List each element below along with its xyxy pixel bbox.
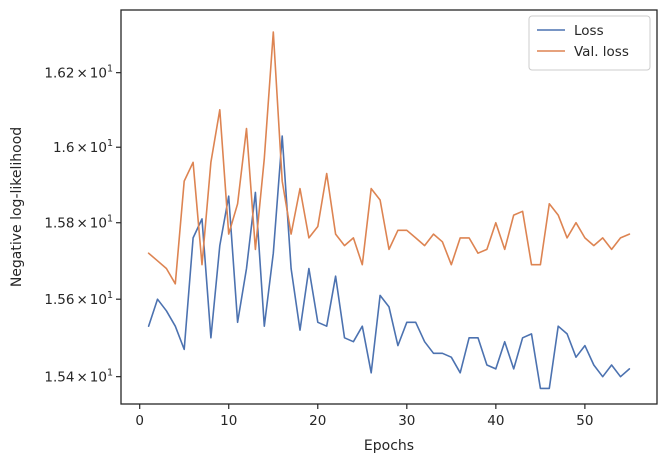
x-tick-label: 50 (576, 413, 593, 429)
y-tick-mantissa: 1.62 (44, 66, 74, 82)
y-tick-base: 10 (90, 140, 107, 156)
legend: Loss Val. loss (528, 15, 651, 71)
y-tick-base: 10 (90, 66, 107, 82)
legend-entry-label: Loss (574, 23, 604, 39)
y-tick-mantissa: 1.6 (53, 140, 74, 156)
y-tick-exponent: 1 (107, 138, 113, 149)
y-tick-exponent: 1 (107, 64, 113, 75)
plot-area-frame (120, 9, 658, 405)
y-tick-times: × (76, 66, 87, 82)
y-tick-times: × (76, 292, 87, 308)
y-tick-label: 1.62 × 101 (44, 64, 113, 82)
y-tick-mantissa: 1.56 (44, 292, 74, 308)
x-tick-label: 0 (135, 413, 144, 429)
series-layer (147, 31, 631, 390)
y-tick-mantissa: 1.58 (44, 216, 74, 232)
y-axis-label: Negative log-likelihood (9, 127, 25, 287)
y-tick-label: 1.6 × 101 (53, 138, 113, 156)
y-tick-times: × (76, 370, 87, 386)
x-axis-label: Epochs (364, 438, 414, 454)
y-tick-base: 10 (90, 216, 107, 232)
series-line-loss (147, 135, 631, 390)
x-tick-label: 20 (309, 413, 326, 429)
legend-entry-label: Val. loss (574, 44, 629, 60)
x-tick-label: 10 (220, 413, 237, 429)
y-tick-base: 10 (90, 292, 107, 308)
y-tick-mantissa: 1.54 (44, 370, 74, 386)
y-tick-label: 1.56 × 101 (44, 290, 113, 308)
y-tick-label: 1.54 × 101 (44, 368, 113, 386)
x-axis-ticks: 0 10 20 30 40 50 (135, 404, 593, 429)
y-tick-exponent: 1 (107, 290, 113, 301)
y-tick-label: 1.58 × 101 (44, 214, 113, 232)
y-tick-times: × (76, 216, 87, 232)
x-tick-label: 30 (398, 413, 415, 429)
y-tick-base: 10 (90, 370, 107, 386)
x-tick-label: 40 (487, 413, 504, 429)
series-line-val-loss (147, 31, 631, 285)
y-tick-exponent: 1 (107, 368, 113, 379)
y-tick-times: × (76, 140, 87, 156)
y-tick-exponent: 1 (107, 214, 113, 225)
